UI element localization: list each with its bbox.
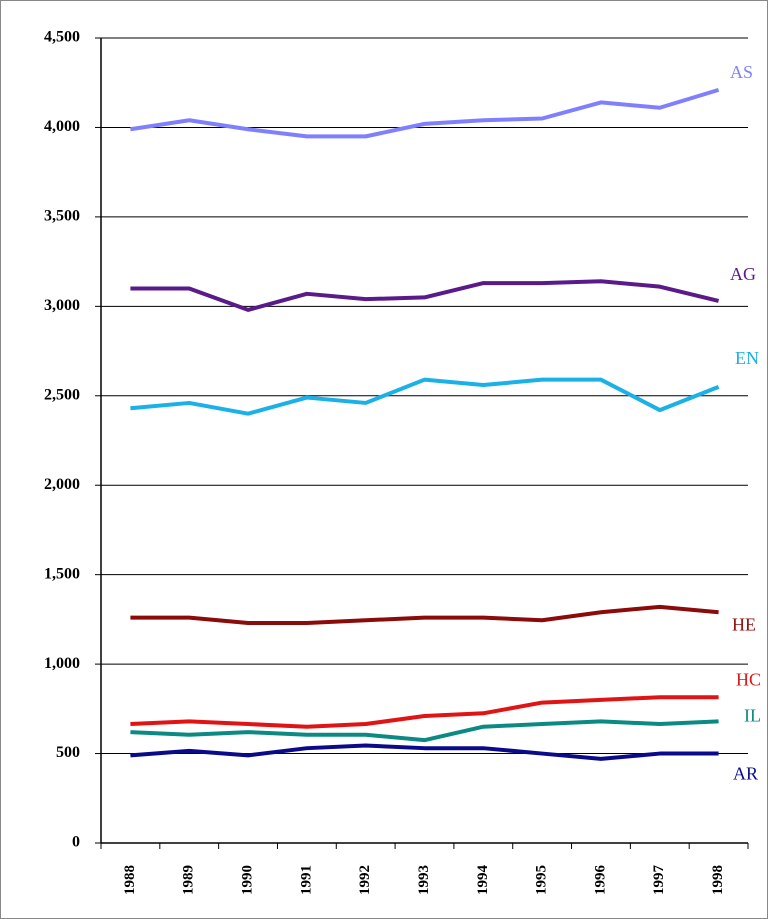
- x-tick-label: 1988: [122, 865, 138, 895]
- y-tick-label: 2,000: [44, 476, 80, 493]
- series-line: [130, 695, 719, 729]
- series-label: EN: [735, 348, 759, 368]
- x-tick-label: 1994: [475, 865, 491, 896]
- series-line: [130, 87, 720, 139]
- y-tick-label: 3,000: [44, 297, 80, 314]
- y-tick-label: 4,000: [44, 118, 80, 135]
- series-line: [130, 279, 720, 312]
- x-tick-label: 1990: [239, 865, 255, 895]
- x-tick-label: 1989: [181, 865, 197, 895]
- x-tick-label: 1992: [357, 865, 373, 895]
- series-label: AG: [730, 264, 756, 284]
- x-tick-label: 1996: [592, 865, 608, 896]
- series-line: [130, 719, 719, 743]
- series-label: AS: [730, 62, 753, 82]
- series-line: [130, 743, 719, 761]
- series-label: IL: [744, 705, 761, 725]
- x-tick-label: 1991: [298, 865, 314, 895]
- series-line: [130, 604, 719, 625]
- series-line: [130, 377, 720, 416]
- y-tick-label: 0: [72, 834, 80, 851]
- y-tick-label: 1,500: [44, 565, 80, 582]
- x-tick-label: 1998: [710, 865, 726, 895]
- x-tick-label: 1993: [416, 865, 432, 895]
- y-tick-label: 3,500: [44, 208, 80, 225]
- x-tick-label: 1997: [651, 865, 667, 896]
- y-tick-label: 2,500: [44, 386, 80, 403]
- series-label: AR: [733, 764, 758, 784]
- y-tick-label: 1,000: [44, 655, 80, 672]
- series-label: HE: [732, 614, 756, 634]
- series-label: HC: [736, 669, 761, 689]
- y-tick-label: 500: [56, 744, 80, 761]
- y-tick-label: 4,500: [44, 29, 80, 46]
- x-tick-label: 1995: [534, 865, 550, 895]
